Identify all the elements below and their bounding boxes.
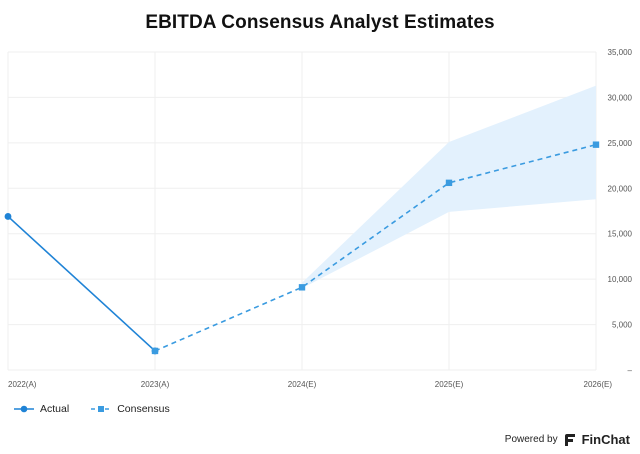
y-tick-label: 20,000 [608, 184, 633, 193]
legend-label-consensus: Consensus [117, 403, 170, 415]
legend: Actual Consensus [14, 403, 170, 415]
data-point-consensus [445, 179, 453, 187]
y-tick-label: – [628, 366, 633, 375]
y-tick-label: 10,000 [608, 275, 633, 284]
legend-item-actual[interactable]: Actual [14, 403, 69, 415]
chart-title: EBITDA Consensus Analyst Estimates [145, 12, 495, 33]
finchat-brand[interactable]: FinChat [581, 432, 630, 447]
y-tick-label: 30,000 [608, 93, 633, 102]
legend-label-actual: Actual [40, 403, 70, 415]
series-line-actual [7, 215, 156, 352]
x-tick-label: 2026(E) [584, 380, 613, 389]
data-point-consensus [592, 141, 600, 148]
finchat-logo-icon [564, 433, 575, 446]
footer: Powered by FinChat [505, 432, 630, 447]
x-tick-label: 2024(E) [288, 380, 317, 389]
data-point-actual [4, 213, 12, 220]
x-tick-label: 2022(A) [8, 380, 37, 389]
y-tick-label: 5,000 [612, 321, 633, 330]
legend-actual-swatch [14, 405, 34, 413]
x-tick-label: 2025(E) [435, 380, 464, 389]
x-tick-label: 2023(A) [141, 380, 170, 389]
data-point-consensus [298, 284, 306, 291]
legend-consensus-swatch [91, 406, 112, 412]
data-point-consensus [151, 347, 159, 355]
powered-by-text: Powered by [504, 434, 558, 445]
y-tick-label: 35,000 [608, 48, 633, 57]
y-tick-label: 15,000 [608, 230, 633, 239]
legend-item-consensus[interactable]: Consensus [91, 403, 170, 415]
consensus-range-band [302, 85, 596, 289]
y-tick-label: 25,000 [608, 139, 633, 148]
series-line-consensus [154, 143, 597, 352]
